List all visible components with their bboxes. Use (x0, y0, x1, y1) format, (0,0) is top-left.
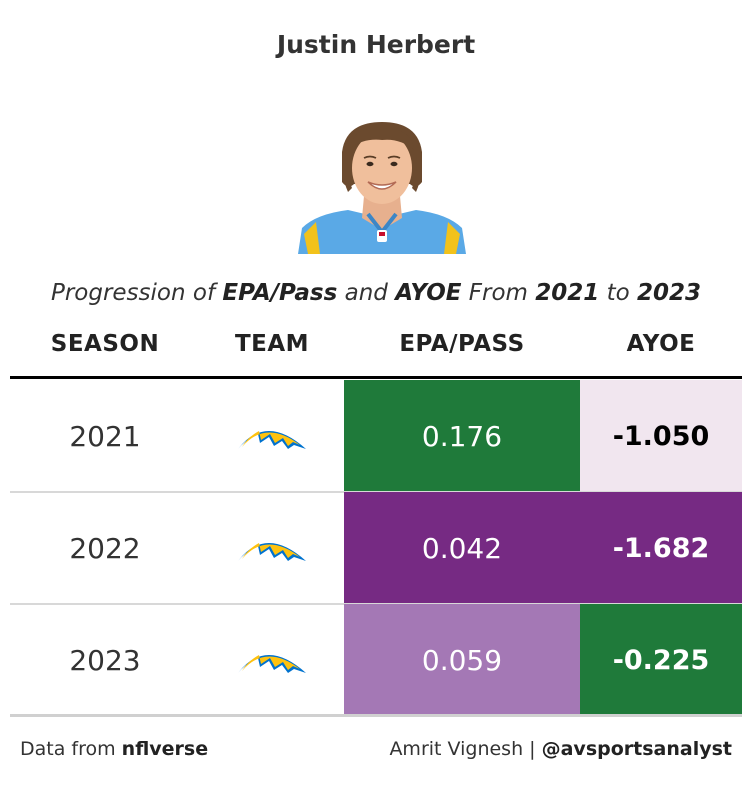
column-header-epa-pass: EPA/PASS (399, 331, 525, 357)
team-logo-cell (200, 492, 344, 604)
table-row: 2023 0.059 -0.225 (10, 604, 742, 716)
season-cell: 2023 (69, 643, 141, 677)
author-credit: Amrit Vignesh | @avsportsanalyst (389, 738, 732, 760)
ayoe-cell: -1.682 (580, 492, 742, 604)
epa-pass-cell: 0.059 (344, 604, 580, 716)
data-source-credit: Data from nflverse (20, 738, 209, 760)
column-header-season: SEASON (50, 331, 160, 357)
table-row: 2022 0.042 -1.682 (10, 492, 742, 604)
team-logo-cell (200, 380, 344, 492)
ayoe-cell: -1.050 (580, 380, 742, 492)
chargers-bolt-logo-icon (238, 431, 306, 449)
column-header-team: TEAM (234, 331, 310, 357)
epa-pass-cell: 0.042 (344, 492, 580, 604)
player-headshot-icon (298, 122, 466, 254)
footer-divider (10, 714, 742, 717)
season-cell: 2022 (69, 531, 141, 565)
subtitle: Progression of EPA/Pass and AYOE From 20… (50, 280, 702, 306)
chargers-bolt-logo-icon (238, 655, 306, 673)
ayoe-cell: -0.225 (580, 604, 742, 716)
page-title: Justin Herbert (276, 30, 476, 59)
column-header-ayoe: AYOE (626, 331, 696, 357)
header-divider (10, 376, 742, 379)
epa-pass-cell: 0.176 (344, 380, 580, 492)
table-row: 2021 0.176 -1.050 (10, 380, 742, 492)
season-cell: 2021 (69, 419, 141, 453)
chargers-bolt-logo-icon (238, 543, 306, 561)
team-logo-cell (200, 604, 344, 716)
